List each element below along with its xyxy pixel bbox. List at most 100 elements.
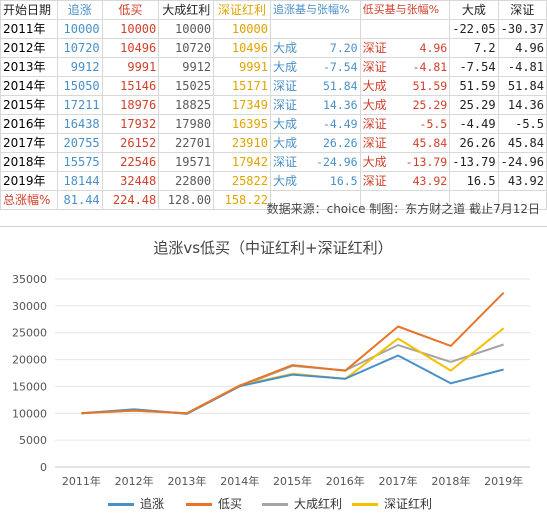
header-chase[interactable]: 追涨 xyxy=(56,0,103,20)
cell-dc-pct[interactable]: -7.54 xyxy=(449,57,499,77)
cell-chase[interactable]: 10000 xyxy=(56,19,103,39)
cell-dacheng[interactable]: 19571 xyxy=(158,152,215,172)
cell-sz-pct[interactable]: 43.92 xyxy=(497,171,547,191)
header-dc[interactable]: 大成 xyxy=(449,0,499,20)
cell-sz-pct[interactable]: 14.36 xyxy=(497,95,547,115)
y-tick-label: 10000 xyxy=(12,407,47,420)
header-low-base[interactable]: 低买基与张幅% xyxy=(359,0,451,20)
cell-chase-base[interactable]: 深证 -24.96 xyxy=(269,152,361,172)
cell-sz-pct[interactable]: -4.81 xyxy=(497,57,547,77)
cell-chase-base[interactable]: 大成 26.26 xyxy=(269,133,361,153)
cell-dacheng[interactable]: 22701 xyxy=(158,133,215,153)
cell-dc-pct[interactable]: 51.59 xyxy=(449,76,499,96)
cell-dc-pct[interactable]: 25.29 xyxy=(449,95,499,115)
header-shenzheng[interactable]: 深证红利 xyxy=(213,0,271,20)
total-chase[interactable]: 81.44 xyxy=(56,190,103,210)
cell-shenzheng[interactable]: 25822 xyxy=(213,171,271,191)
cell-chase[interactable]: 18144 xyxy=(56,171,103,191)
cell-chase[interactable]: 16438 xyxy=(56,114,103,134)
cell-shenzheng[interactable]: 23910 xyxy=(213,133,271,153)
cell-low-base[interactable]: 深证 4.96 xyxy=(359,38,451,58)
cell-lowbuy[interactable]: 9991 xyxy=(101,57,160,77)
header-lowbuy[interactable]: 低买 xyxy=(101,0,160,20)
cell-lowbuy[interactable]: 10496 xyxy=(101,38,160,58)
cell-sz-pct[interactable]: 45.84 xyxy=(497,133,547,153)
cell-sz-pct[interactable]: 4.96 xyxy=(497,38,547,58)
header-chase-base[interactable]: 追涨基与张幅% xyxy=(269,0,361,20)
row-date[interactable]: 2015年 xyxy=(0,95,58,115)
cell-dacheng[interactable]: 22800 xyxy=(158,171,215,191)
empty-cell[interactable] xyxy=(269,190,361,210)
cell-low-base[interactable]: 大成 -13.79 xyxy=(359,152,451,172)
cell-shenzheng[interactable]: 15171 xyxy=(213,76,271,96)
cell-sz-pct[interactable]: -24.96 xyxy=(497,152,547,172)
cell-shenzheng[interactable]: 10000 xyxy=(213,19,271,39)
cell-low-base[interactable]: 深证 45.84 xyxy=(359,133,451,153)
cell-shenzheng[interactable]: 16395 xyxy=(213,114,271,134)
table-row: 2017年 20755 26152 22701 23910 大成 26.26 深证 45.84 2… xyxy=(0,133,547,153)
cell-chase[interactable]: 9912 xyxy=(56,57,103,77)
cell-dc-pct[interactable]: -13.79 xyxy=(449,152,499,172)
row-date[interactable]: 2016年 xyxy=(0,114,58,134)
cell-sz-pct[interactable]: -30.37 xyxy=(497,19,547,39)
row-date[interactable]: 2018年 xyxy=(0,152,58,172)
cell-lowbuy[interactable]: 18976 xyxy=(101,95,160,115)
row-date[interactable]: 2013年 xyxy=(0,57,58,77)
cell-dc-pct[interactable]: -4.49 xyxy=(449,114,499,134)
cell-low-base[interactable]: 大成 51.59 xyxy=(359,76,451,96)
row-date[interactable]: 2019年 xyxy=(0,171,58,191)
cell-shenzheng[interactable]: 17349 xyxy=(213,95,271,115)
row-date[interactable]: 2012年 xyxy=(0,38,58,58)
total-shenzheng[interactable]: 158.22 xyxy=(213,190,271,210)
cell-chase-base[interactable]: 深证 14.36 xyxy=(269,95,361,115)
cell-sz-pct[interactable]: 51.84 xyxy=(497,76,547,96)
row-date[interactable]: 2017年 xyxy=(0,133,58,153)
cell-dc-pct[interactable]: 16.5 xyxy=(449,171,499,191)
total-label[interactable]: 总涨幅% xyxy=(0,190,58,210)
cell-lowbuy[interactable]: 26152 xyxy=(101,133,160,153)
cell-shenzheng[interactable]: 9991 xyxy=(213,57,271,77)
row-date[interactable]: 2011年 xyxy=(0,19,58,39)
cell-low-base[interactable]: 深证 43.92 xyxy=(359,171,451,191)
table-row: 2012年 10720 10496 10720 10496 大成 7.20 深证 4.96 7.2… xyxy=(0,38,547,58)
cell-dacheng[interactable]: 10720 xyxy=(158,38,215,58)
cell-chase-base[interactable]: 大成 -4.49 xyxy=(269,114,361,134)
cell-low-base[interactable] xyxy=(359,19,451,39)
cell-shenzheng[interactable]: 10496 xyxy=(213,38,271,58)
cell-lowbuy[interactable]: 17932 xyxy=(101,114,160,134)
total-lowbuy[interactable]: 224.48 xyxy=(101,190,160,210)
cell-sz-pct[interactable]: -5.5 xyxy=(497,114,547,134)
cell-lowbuy[interactable]: 32448 xyxy=(101,171,160,191)
cell-dacheng[interactable]: 17980 xyxy=(158,114,215,134)
cell-chase[interactable]: 15050 xyxy=(56,76,103,96)
cell-lowbuy[interactable]: 22546 xyxy=(101,152,160,172)
cell-low-base[interactable]: 大成 25.29 xyxy=(359,95,451,115)
empty-cell[interactable] xyxy=(497,190,547,210)
cell-chase-base[interactable]: 大成 7.20 xyxy=(269,38,361,58)
row-date[interactable]: 2014年 xyxy=(0,76,58,96)
cell-chase-base[interactable]: 大成 16.5 xyxy=(269,171,361,191)
cell-dacheng[interactable]: 15025 xyxy=(158,76,215,96)
header-sz[interactable]: 深证 xyxy=(497,0,547,20)
cell-chase-base[interactable]: 大成 -7.54 xyxy=(269,57,361,77)
cell-chase[interactable]: 10720 xyxy=(56,38,103,58)
cell-chase-base[interactable] xyxy=(269,19,361,39)
cell-chase-base[interactable]: 深证 51.84 xyxy=(269,76,361,96)
total-dacheng[interactable]: 128.00 xyxy=(158,190,215,210)
cell-dacheng[interactable]: 18825 xyxy=(158,95,215,115)
cell-shenzheng[interactable]: 17942 xyxy=(213,152,271,172)
cell-dc-pct[interactable]: -22.05 xyxy=(449,19,499,39)
cell-lowbuy[interactable]: 10000 xyxy=(101,19,160,39)
cell-chase[interactable]: 20755 xyxy=(56,133,103,153)
header-date[interactable]: 开始日期 xyxy=(0,0,58,20)
cell-low-base[interactable]: 深证 -4.81 xyxy=(359,57,451,77)
cell-dacheng[interactable]: 10000 xyxy=(158,19,215,39)
cell-dacheng[interactable]: 9912 xyxy=(158,57,215,77)
cell-low-base[interactable]: 深证 -5.5 xyxy=(359,114,451,134)
cell-dc-pct[interactable]: 26.26 xyxy=(449,133,499,153)
header-dacheng[interactable]: 大成红利 xyxy=(158,0,215,20)
cell-chase[interactable]: 17211 xyxy=(56,95,103,115)
cell-chase[interactable]: 15575 xyxy=(56,152,103,172)
cell-lowbuy[interactable]: 15146 xyxy=(101,76,160,96)
cell-dc-pct[interactable]: 7.2 xyxy=(449,38,499,58)
